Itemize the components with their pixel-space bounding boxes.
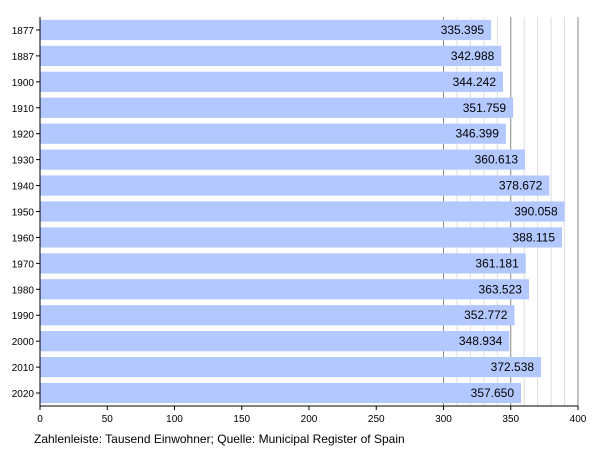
category-tick-label: 2000 [12, 337, 35, 348]
bar [40, 331, 510, 352]
category-tick-label: 1970 [12, 259, 35, 270]
category-tick-label: 1900 [12, 78, 35, 89]
axes: 1877 1887 1900 1910 1920 1930 1940 1950 1960 1970… [12, 17, 587, 425]
category-tick-label: 1877 [12, 26, 35, 37]
bar-value-label: 360.613 [475, 153, 519, 167]
bar-value-label: 357.650 [471, 386, 515, 400]
bar [40, 175, 550, 196]
bars: 335.395 342.988 344.242 351.759 346.399 360.6… [40, 19, 565, 404]
bar [40, 227, 563, 248]
bar [40, 149, 526, 170]
bar-value-label: 335.395 [441, 23, 485, 37]
bar [40, 279, 529, 300]
bar-value-label: 348.934 [459, 334, 503, 348]
bar [40, 97, 514, 118]
category-tick-label: 1990 [12, 311, 35, 322]
bar [40, 305, 515, 326]
bar-value-label: 378.672 [499, 179, 543, 193]
bar-value-label: 346.399 [456, 127, 500, 141]
x-tick-label: 50 [102, 414, 114, 425]
bar-value-label: 372.538 [491, 360, 535, 374]
bar [40, 382, 522, 404]
bar-value-label: 388.115 [513, 230, 556, 244]
x-tick-label: 350 [502, 414, 519, 425]
bar [40, 123, 506, 144]
category-tick-label: 2020 [12, 389, 35, 400]
bar-value-label: 351.759 [463, 101, 507, 115]
chart-caption: Zahlenleiste: Tausend Einwohner; Quelle:… [34, 432, 405, 446]
bar-value-label: 352.772 [464, 308, 508, 322]
category-tick-label: 1930 [12, 156, 35, 167]
x-tick-label: 200 [301, 414, 318, 425]
category-tick-label: 1940 [12, 182, 35, 193]
bar [40, 71, 504, 92]
bar-value-label: 390.058 [514, 205, 558, 219]
x-tick-label: 150 [233, 414, 250, 425]
x-tick-label: 400 [570, 414, 587, 425]
x-tick-label: 300 [435, 414, 452, 425]
bar [40, 201, 565, 222]
bar-value-label: 342.988 [451, 49, 495, 63]
bar [40, 356, 542, 378]
bar [40, 19, 492, 41]
x-tick-label: 0 [37, 414, 43, 425]
category-tick-label: 1980 [12, 285, 35, 296]
category-tick-label: 1920 [12, 130, 35, 141]
bar-value-label: 361.181 [475, 256, 519, 270]
category-tick-label: 1910 [12, 104, 35, 115]
category-tick-label: 2010 [12, 363, 35, 374]
category-tick-label: 1960 [12, 233, 35, 244]
category-tick-label: 1950 [12, 208, 35, 219]
bar-value-label: 344.242 [453, 75, 497, 89]
bar-value-label: 363.523 [479, 282, 523, 296]
bar [40, 45, 502, 67]
x-tick-label: 100 [166, 414, 183, 425]
category-tick-label: 1887 [12, 52, 35, 63]
x-tick-label: 250 [368, 414, 385, 425]
bar [40, 253, 526, 274]
